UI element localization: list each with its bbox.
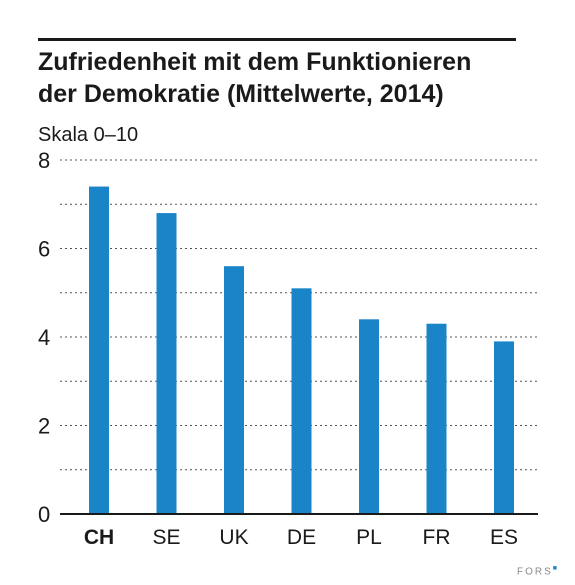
bar-es bbox=[494, 341, 514, 514]
bar-de bbox=[291, 288, 312, 514]
x-tick-label: UK bbox=[219, 526, 248, 549]
x-tick-label: PL bbox=[356, 526, 382, 549]
x-tick-label: SE bbox=[152, 526, 180, 549]
y-tick-label: 2 bbox=[38, 414, 50, 439]
chart-title-line-2: der Demokratie (Mittelwerte, 2014) bbox=[38, 80, 444, 108]
x-tick-label: DE bbox=[287, 526, 316, 549]
bar-fr bbox=[426, 323, 447, 514]
bar-se bbox=[156, 213, 177, 514]
title-rule bbox=[38, 38, 516, 41]
bar-uk bbox=[224, 266, 244, 514]
x-tick-label: FR bbox=[423, 526, 451, 549]
y-tick-label: 0 bbox=[38, 502, 50, 527]
x-tick-label: CH bbox=[84, 526, 114, 549]
y-tick-label: 4 bbox=[38, 325, 50, 350]
y-axis-unit-label: Skala 0–10 bbox=[38, 124, 139, 146]
chart-title: Zufriedenheit mit dem Funktionieren der … bbox=[38, 46, 538, 110]
brand-text: FORS bbox=[516, 566, 553, 577]
bar-pl bbox=[359, 319, 379, 514]
y-tick-label: 8 bbox=[38, 148, 50, 173]
y-tick-label: 6 bbox=[38, 237, 50, 262]
chart-title-line-1: Zufriedenheit mit dem Funktionieren bbox=[38, 48, 472, 76]
brand-logo: FORS■ bbox=[517, 565, 557, 577]
bar-ch bbox=[89, 186, 109, 515]
x-tick-label: ES bbox=[490, 526, 518, 549]
brand-mark-icon: ■ bbox=[552, 564, 557, 572]
